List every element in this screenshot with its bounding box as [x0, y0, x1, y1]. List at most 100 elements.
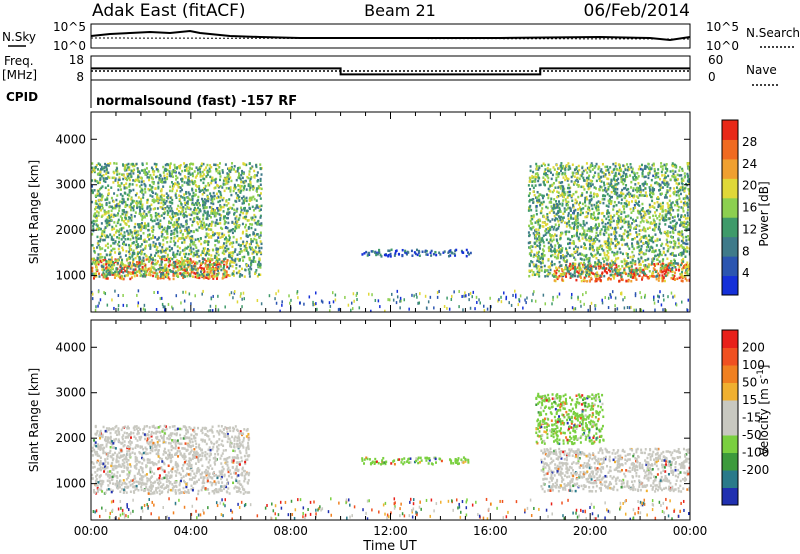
noise-speck: [458, 305, 460, 309]
echo-cell: [143, 187, 146, 191]
echo-cell: [251, 240, 254, 243]
echo-cell: [628, 247, 631, 250]
echo-cell: [196, 212, 199, 216]
echo-cell: [633, 203, 636, 207]
echo-cell: [196, 185, 199, 188]
echo-cell: [181, 236, 184, 240]
echo-cell: [244, 217, 247, 221]
echo-cell: [559, 272, 562, 276]
echo-cell: [138, 251, 141, 254]
echo-cell: [569, 238, 572, 242]
echo-cell: [644, 234, 647, 238]
echo-cell: [169, 221, 172, 225]
noise-speck: [224, 305, 226, 309]
echo-cell: [213, 256, 216, 259]
echo-cell: [658, 189, 661, 192]
echo-cell: [179, 272, 182, 275]
echo-cell: [648, 211, 651, 215]
echo-cell: [545, 228, 548, 231]
echo-cell: [214, 163, 217, 167]
echo-cell: [235, 240, 238, 244]
echo-cell: [589, 184, 592, 188]
echo-cell: [152, 182, 155, 185]
echo-cell: [413, 251, 416, 254]
echo-cell: [542, 249, 545, 253]
echo-cell: [247, 219, 250, 222]
echo-cell: [566, 259, 569, 262]
echo-cell: [576, 227, 579, 231]
echo-cell: [161, 225, 164, 229]
echo-cell: [243, 275, 246, 278]
echo-cell: [257, 193, 260, 197]
echo-cell: [233, 222, 236, 226]
echo-cell: [193, 208, 196, 212]
echo-cell: [568, 268, 571, 271]
echo-cell: [561, 167, 564, 170]
echo-cell: [223, 222, 226, 226]
echo-cell: [104, 226, 107, 229]
echo-cell: [553, 233, 556, 236]
echo-cell: [188, 228, 191, 232]
noise-speck: [103, 291, 105, 295]
echo-cell: [242, 230, 245, 234]
echo-cell: [127, 233, 130, 237]
echo-cell: [138, 226, 141, 229]
echo-cell: [173, 255, 176, 259]
echo-cell: [653, 257, 656, 260]
echo-cell: [119, 255, 122, 259]
echo-cell: [168, 226, 171, 230]
echo-cell: [652, 218, 655, 221]
echo-cell: [117, 218, 120, 222]
echo-cell: [113, 176, 116, 180]
echo-cell: [149, 243, 152, 247]
echo-cell: [578, 206, 581, 209]
echo-cell: [135, 236, 138, 239]
echo-cell: [95, 163, 98, 167]
noise-speck: [232, 296, 234, 300]
echo-cell: [660, 170, 663, 174]
echo-cell: [601, 221, 604, 225]
echo-cell: [174, 270, 177, 273]
echo-cell: [616, 210, 619, 214]
echo-cell: [680, 262, 683, 265]
echo-cell: [242, 195, 245, 198]
echo-cell: [110, 271, 113, 274]
echo-cell: [571, 222, 574, 225]
echo-cell: [152, 173, 155, 176]
echo-cell: [636, 235, 639, 238]
echo-cell: [165, 257, 168, 261]
echo-cell: [160, 214, 163, 217]
echo-cell: [650, 221, 653, 224]
echo-cell: [243, 184, 246, 188]
echo-cell: [220, 214, 223, 217]
echo-cell: [556, 217, 559, 221]
echo-cell: [240, 189, 243, 193]
echo-cell: [197, 195, 200, 199]
echo-cell: [139, 261, 142, 264]
echo-cell: [576, 212, 579, 215]
noise-speck: [468, 298, 470, 302]
echo-cell: [123, 234, 126, 238]
noise-speck: [620, 292, 623, 296]
echo-cell: [166, 270, 169, 274]
noise-speck: [142, 307, 145, 311]
echo-cell: [538, 268, 541, 271]
noise-speck: [587, 308, 589, 312]
echo-cell: [154, 262, 157, 266]
echo-cell: [108, 266, 111, 270]
echo-cell: [187, 172, 190, 175]
noise-speck: [234, 290, 236, 294]
echo-cell: [226, 177, 229, 180]
echo-cell: [250, 240, 253, 243]
echo-cell: [257, 244, 260, 248]
noise-speck: [400, 299, 402, 303]
echo-cell: [587, 269, 590, 272]
echo-cell: [235, 223, 238, 227]
echo-cell: [596, 246, 599, 250]
echo-cell: [672, 277, 675, 281]
freq-right-tick-top: 60: [708, 53, 723, 67]
echo-cell: [190, 266, 193, 269]
echo-cell: [198, 187, 201, 191]
noise-speck: [183, 299, 186, 303]
echo-cell: [118, 228, 121, 231]
